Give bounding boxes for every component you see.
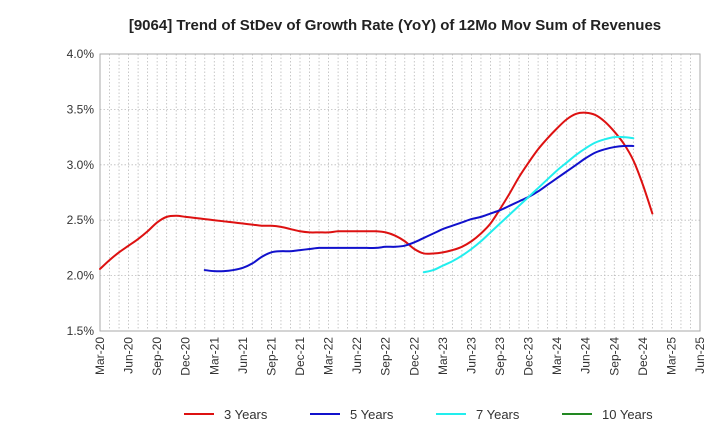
legend-label-5-years: 5 Years: [350, 407, 394, 422]
legend-label-3-years: 3 Years: [224, 407, 268, 422]
plot-area: [100, 54, 700, 331]
x-tick-label: Mar-23: [436, 337, 450, 375]
plot-frame: [99, 53, 701, 332]
x-tick-label: Sep-21: [264, 337, 278, 376]
x-tick-label: Jun-23: [464, 337, 478, 374]
grid-lines: [100, 54, 700, 331]
x-tick-label: Mar-24: [550, 337, 564, 375]
x-tick-label: Mar-22: [322, 337, 336, 375]
series-layer: [99, 111, 654, 274]
x-tick-label: Jun-21: [236, 337, 250, 374]
series-line-3-years: [99, 111, 654, 270]
x-tick-label: Sep-24: [607, 337, 621, 376]
legend-label-10-years: 10 Years: [602, 407, 653, 422]
y-tick-label: 2.0%: [67, 269, 95, 283]
x-tick-label: Dec-20: [179, 337, 193, 376]
x-tick-label: Mar-20: [93, 337, 107, 375]
y-tick-label: 4.0%: [67, 47, 95, 61]
x-tick-label: Jun-22: [350, 337, 364, 374]
y-tick-label: 2.5%: [67, 213, 95, 227]
x-tick-label: Sep-20: [150, 337, 164, 376]
x-tick-label: Jun-25: [693, 337, 707, 374]
series-line-7-years: [422, 135, 635, 274]
x-tick-label: Dec-21: [293, 337, 307, 376]
x-tick-label: Dec-23: [522, 337, 536, 376]
series-line-5-years: [203, 144, 635, 273]
x-tick-label: Dec-24: [636, 337, 650, 376]
chart-title: [9064] Trend of StDev of Growth Rate (Yo…: [129, 17, 661, 34]
x-tick-label: Mar-25: [664, 337, 678, 375]
y-tick-label: 3.0%: [67, 158, 95, 172]
y-axis-tick-labels: 1.5% 2.0% 2.5% 3.0% 3.5% 4.0%: [67, 47, 95, 338]
x-tick-label: Mar-21: [207, 337, 221, 375]
legend: 3 Years 5 Years 7 Years 10 Years: [184, 407, 653, 422]
y-tick-label: 1.5%: [67, 324, 95, 338]
x-tick-label: Jun-24: [579, 337, 593, 374]
x-axis-tick-labels: Mar-20 Jun-20 Sep-20 Dec-20 Mar-21 Jun-21 Sep-…: [93, 337, 707, 376]
x-tick-label: Sep-22: [379, 337, 393, 376]
x-tick-label: Jun-20: [122, 337, 136, 374]
x-tick-label: Sep-23: [493, 337, 507, 376]
x-tick-label: Dec-22: [407, 337, 421, 376]
legend-label-7-years: 7 Years: [476, 407, 520, 422]
y-tick-label: 3.5%: [67, 102, 95, 116]
